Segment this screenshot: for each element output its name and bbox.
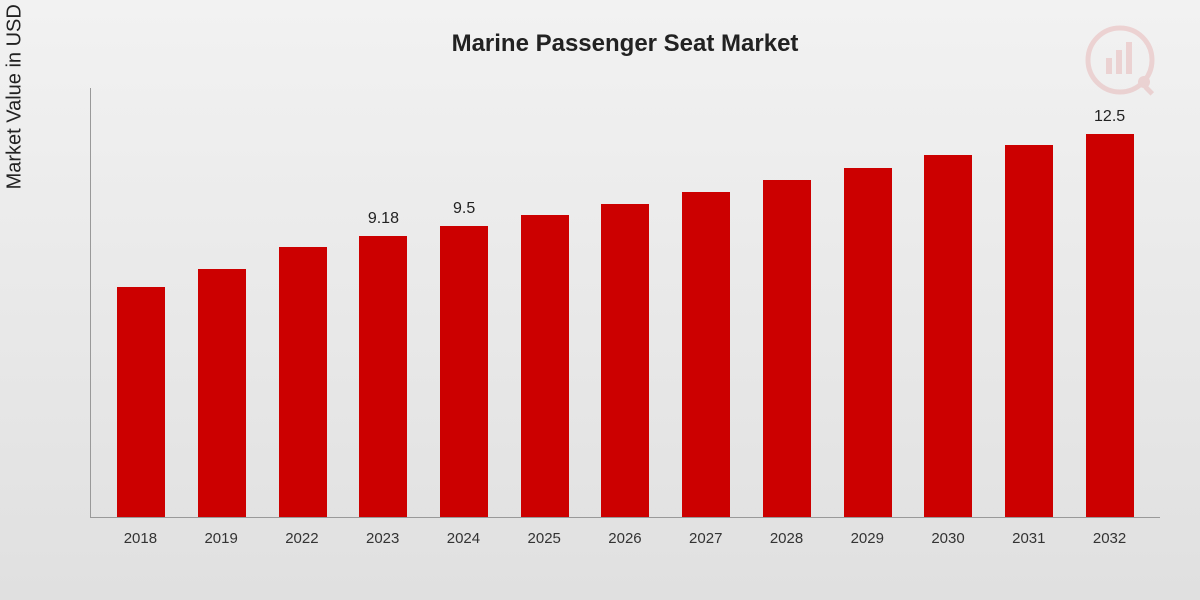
plot-area: 9.18 9.5 12.5: [90, 88, 1160, 518]
bar: [601, 204, 649, 517]
chart-container: Marine Passenger Seat Market Market Valu…: [0, 0, 1200, 600]
bar-value-label: 12.5: [1094, 108, 1125, 126]
bar-group: 12.5: [1069, 88, 1150, 517]
bar-group: [585, 88, 666, 517]
bar-group: 9.18: [343, 88, 424, 517]
x-axis-label: 2019: [181, 530, 262, 547]
bar-group: [908, 88, 989, 517]
x-axis-label: 2025: [504, 530, 585, 547]
x-axis-label: 2018: [100, 530, 181, 547]
bar-group: [182, 88, 263, 517]
bar-group: 9.5: [424, 88, 505, 517]
x-axis-label: 2024: [423, 530, 504, 547]
chart-title: Marine Passenger Seat Market: [90, 30, 1160, 58]
bar-group: [747, 88, 828, 517]
bar: [844, 168, 892, 517]
x-axis-label: 2029: [827, 530, 908, 547]
bar-value-label: 9.5: [453, 200, 475, 218]
x-axis-label: 2027: [665, 530, 746, 547]
bar-value-label: 9.18: [368, 210, 399, 228]
x-axis-label: 2032: [1069, 530, 1150, 547]
bar: [117, 287, 165, 517]
bar-group: [262, 88, 343, 517]
bar-group: [989, 88, 1070, 517]
bar: [682, 192, 730, 517]
bar: [198, 269, 246, 517]
x-axis-label: 2031: [988, 530, 1069, 547]
bar: [924, 155, 972, 517]
x-axis-label: 2022: [262, 530, 343, 547]
bar: [359, 236, 407, 517]
bars-container: 9.18 9.5 12.5: [91, 88, 1160, 517]
x-axis-label: 2030: [908, 530, 989, 547]
bar-group: [827, 88, 908, 517]
x-axis-label: 2028: [746, 530, 827, 547]
bar: [763, 180, 811, 517]
x-axis-label: 2023: [342, 530, 423, 547]
bar: [521, 215, 569, 517]
bar: [1086, 134, 1134, 517]
bar: [1005, 145, 1053, 517]
bar-group: [666, 88, 747, 517]
bar-group: [101, 88, 182, 517]
bar: [440, 226, 488, 517]
bar: [279, 247, 327, 517]
x-axis-label: 2026: [585, 530, 666, 547]
x-axis-labels: 2018201920222023202420252026202720282029…: [90, 518, 1160, 547]
y-axis-label: Market Value in USD Billion: [4, 0, 27, 189]
bar-group: [504, 88, 585, 517]
